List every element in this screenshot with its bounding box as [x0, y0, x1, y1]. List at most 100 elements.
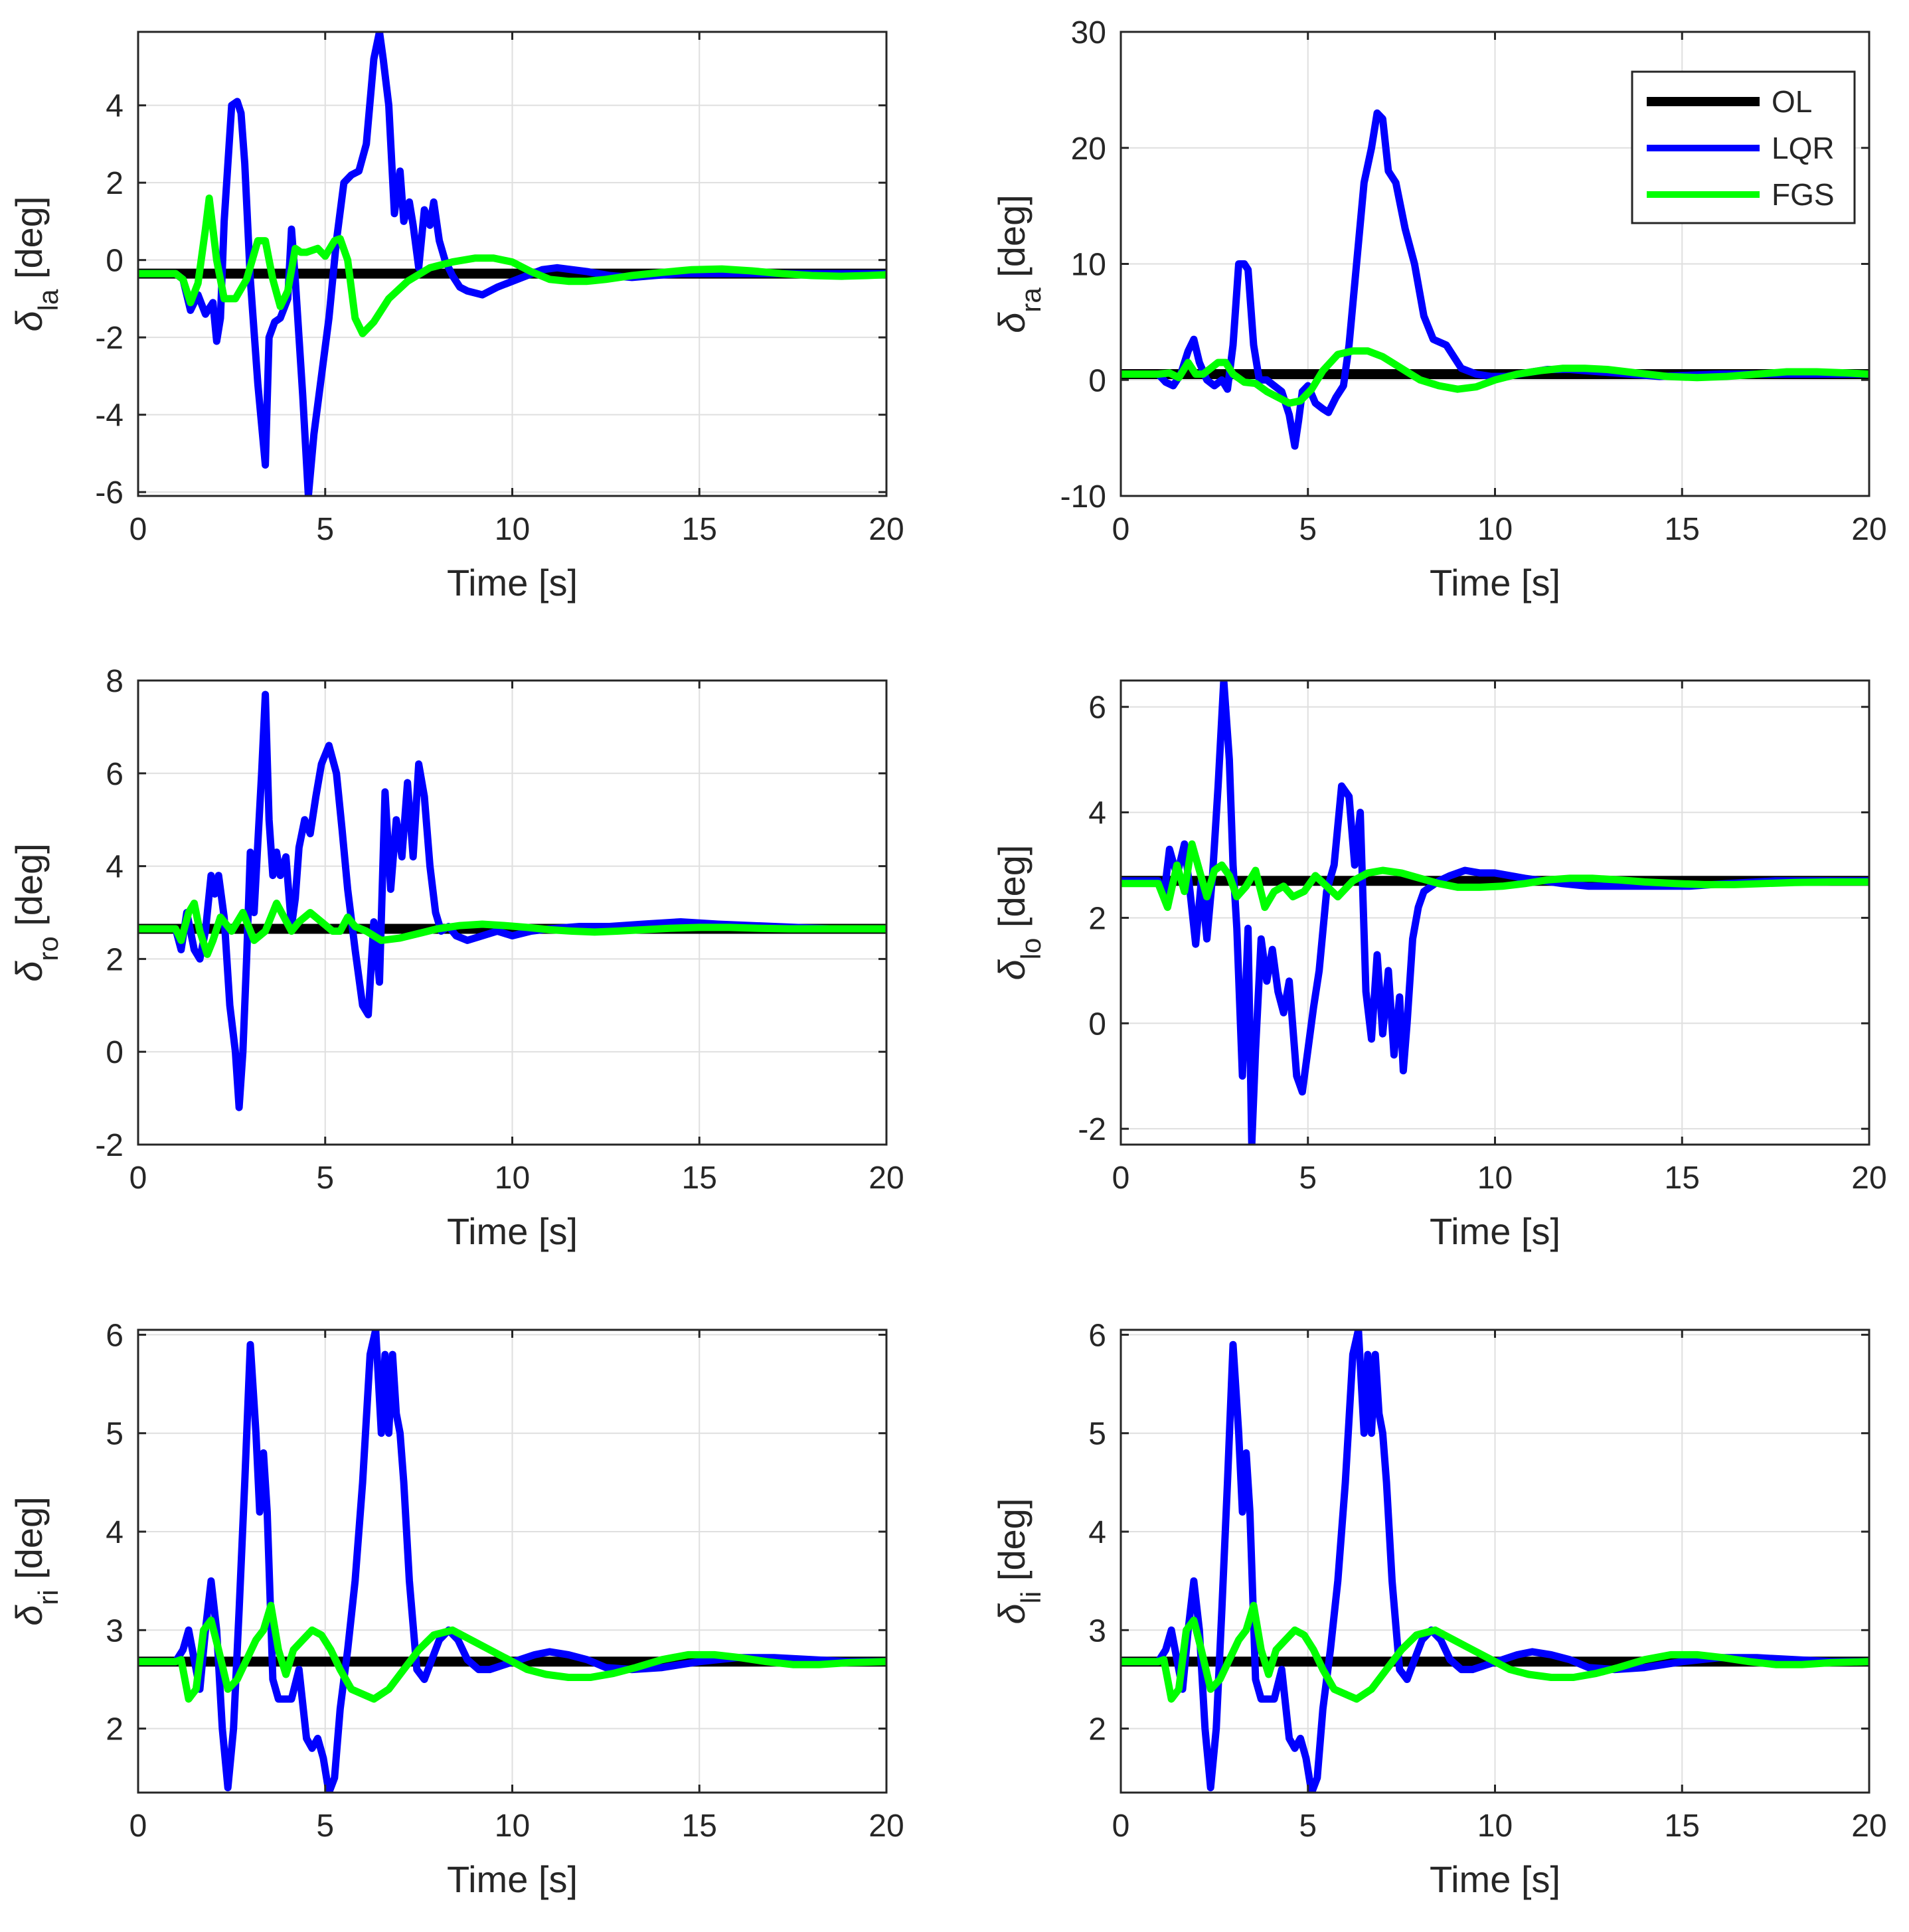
y-axis-unit: [deg]: [8, 1496, 50, 1589]
y-tick-label: 30: [1071, 15, 1106, 50]
x-tick-label: 20: [869, 1161, 904, 1196]
x-axis-label: Time [s]: [447, 562, 578, 604]
y-tick-label: 10: [1071, 248, 1106, 283]
x-tick-label: 5: [316, 1161, 334, 1196]
x-tick-label: 0: [129, 1161, 147, 1196]
x-tick-label: 0: [1112, 512, 1130, 547]
y-axis-symbol: δ: [8, 310, 50, 331]
y-tick-label: 2: [1088, 901, 1106, 936]
y-axis-symbol: δ: [8, 1605, 50, 1626]
x-tick-label: 20: [1851, 1809, 1886, 1844]
y-axis-label: δlo [deg]: [991, 845, 1046, 981]
series-line-lqr: [138, 690, 886, 1111]
y-tick-label: 2: [1088, 1712, 1106, 1747]
y-axis-subscript: lo: [1015, 938, 1046, 960]
x-tick-label: 20: [869, 512, 904, 547]
x-tick-label: 0: [1112, 1161, 1130, 1196]
series-line-fgs: [1121, 347, 1869, 407]
x-tick-label: 0: [129, 1809, 147, 1844]
y-axis-label: δli [deg]: [991, 1498, 1046, 1625]
y-axis-unit: [deg]: [8, 197, 50, 289]
x-tick-label: 5: [316, 512, 334, 547]
y-axis-unit: [deg]: [8, 843, 50, 936]
y-tick-label: 4: [1088, 1515, 1106, 1550]
y-axis-symbol: δ: [991, 959, 1033, 980]
y-axis-label: δla [deg]: [8, 197, 64, 332]
x-tick-label: 20: [1851, 512, 1886, 547]
series-line-lqr: [138, 32, 886, 496]
x-tick-label: 10: [495, 1161, 530, 1196]
x-tick-label: 5: [1299, 1809, 1317, 1844]
y-tick-label: 5: [106, 1417, 124, 1452]
series-line-fgs: [1121, 1601, 1869, 1703]
y-axis-subscript: ri: [33, 1589, 64, 1605]
chart-panel-la: 0 5 10 15 20 -6 -4 -2 0 2 4 Time [s] δla [deg]: [8, 31, 904, 604]
x-tick-label: 15: [682, 1161, 717, 1196]
x-tick-label: 10: [1477, 1809, 1513, 1844]
y-tick-label: 0: [106, 244, 124, 279]
chart-panel-li: 0 5 10 15 20 2 3 4 5 6 Time [s] δli [deg]: [991, 1318, 1887, 1900]
series-line-fgs: [1121, 840, 1869, 912]
x-axis-label: Time [s]: [1430, 1210, 1560, 1252]
y-tick-label: 0: [106, 1035, 124, 1070]
series-lines: [1121, 109, 1869, 450]
y-axis-label: δra [deg]: [991, 195, 1046, 333]
x-tick-label: 15: [1665, 1161, 1700, 1196]
x-tick-label: 15: [682, 512, 717, 547]
x-tick-label: 20: [1851, 1161, 1886, 1196]
x-tick-label: 5: [316, 1809, 334, 1844]
series-lines: [1121, 1330, 1869, 1793]
x-axis-label: Time [s]: [1430, 562, 1560, 604]
series-lines: [138, 32, 886, 496]
y-axis-label: δri [deg]: [8, 1496, 64, 1626]
legend: OL LQR FGS: [1631, 70, 1856, 224]
y-tick-label: 20: [1071, 131, 1106, 167]
legend-label-ol: OL: [1772, 84, 1812, 119]
y-tick-label: 4: [106, 850, 124, 885]
x-tick-label: 5: [1299, 512, 1317, 547]
y-tick-label: 3: [1088, 1613, 1106, 1649]
series-line-fgs: [138, 900, 886, 958]
x-axis-label: Time [s]: [1430, 1858, 1560, 1900]
y-tick-label: 2: [106, 166, 124, 201]
series-line-fgs: [138, 195, 886, 337]
x-axis-label: Time [s]: [447, 1210, 578, 1252]
y-axis-subscript: la: [33, 289, 64, 311]
series-line-lqr: [1121, 681, 1869, 1145]
y-tick-label: -6: [95, 475, 124, 511]
y-axis-unit: [deg]: [991, 1498, 1033, 1591]
x-tick-label: 10: [495, 512, 530, 547]
x-tick-label: 15: [1665, 512, 1700, 547]
x-tick-label: 10: [1477, 1161, 1513, 1196]
y-axis-symbol: δ: [991, 312, 1033, 333]
series-line-lqr: [138, 1330, 886, 1793]
y-tick-label: -4: [95, 398, 124, 434]
x-tick-label: 0: [129, 512, 147, 547]
y-tick-label: 2: [106, 1712, 124, 1747]
y-tick-label: 4: [106, 89, 124, 124]
y-tick-label: -2: [1078, 1112, 1106, 1147]
series-lines: [138, 1330, 886, 1793]
x-tick-label: 10: [495, 1809, 530, 1844]
y-axis-subscript: ra: [1015, 287, 1046, 313]
series-line-lqr: [1121, 1330, 1869, 1793]
x-tick-label: 5: [1299, 1161, 1317, 1196]
x-tick-label: 10: [1477, 512, 1513, 547]
x-tick-label: 0: [1112, 1809, 1130, 1844]
y-tick-label: 0: [1088, 363, 1106, 398]
y-tick-label: 4: [1088, 796, 1106, 831]
y-axis-subscript: li: [1015, 1591, 1046, 1604]
x-tick-label: 15: [1665, 1809, 1700, 1844]
y-tick-label: 0: [1088, 1006, 1106, 1042]
x-tick-label: 20: [869, 1809, 904, 1844]
x-tick-label: 15: [682, 1809, 717, 1844]
y-tick-label: -2: [95, 321, 124, 356]
y-tick-label: 2: [106, 942, 124, 977]
series-line-fgs: [138, 1601, 886, 1703]
legend-label-fgs: FGS: [1772, 177, 1835, 212]
series-lines: [138, 690, 886, 1111]
x-axis-label: Time [s]: [447, 1858, 578, 1900]
y-tick-label: -10: [1060, 479, 1106, 515]
y-axis-unit: [deg]: [991, 195, 1033, 287]
